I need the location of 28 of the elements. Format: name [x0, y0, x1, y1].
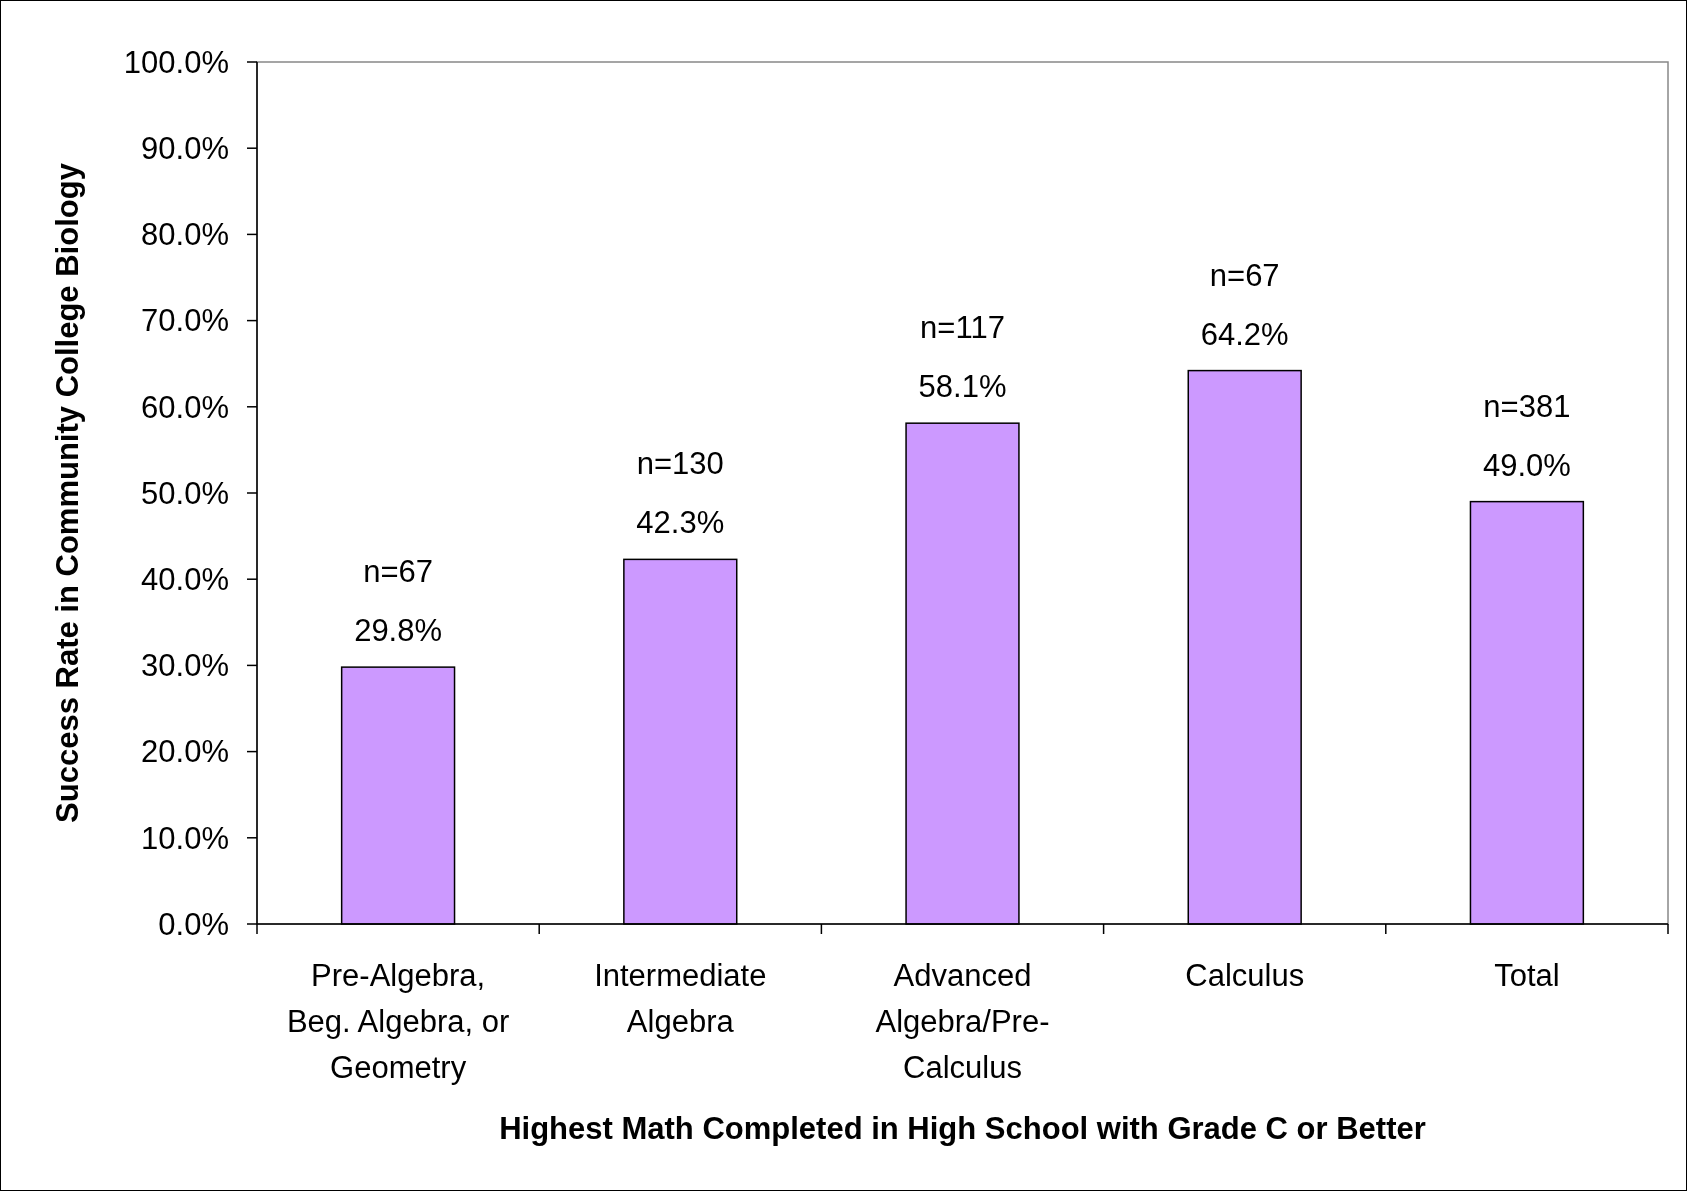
- y-tick-label: 20.0%: [141, 734, 229, 770]
- data-label: 64.2%: [1200, 316, 1289, 352]
- y-tick-label: 10.0%: [141, 820, 229, 856]
- x-tick-label: Calculus: [1185, 958, 1305, 993]
- data-label: 58.1%: [918, 369, 1007, 405]
- y-tick-label: 80.0%: [141, 217, 229, 253]
- annotation: n=67: [363, 554, 434, 590]
- annotation: n=67: [1209, 257, 1280, 293]
- x-tick-label: Total: [1494, 958, 1560, 993]
- y-tick-label: 50.0%: [141, 475, 229, 511]
- y-tick-label: 70.0%: [141, 303, 229, 339]
- y-axis-title: Success Rate in Community College Biology: [50, 162, 85, 823]
- x-axis-title: Highest Math Completed in High School with Grade C or Better: [499, 1111, 1426, 1146]
- x-tick-label: Pre-Algebra, Beg. Algebra, or Geometry: [286, 958, 510, 1085]
- y-tick-label: 0.0%: [158, 906, 229, 942]
- data-label: 42.3%: [636, 505, 725, 541]
- y-tick-label: 60.0%: [141, 389, 229, 425]
- x-tick-label: Intermediate Algebra: [594, 958, 767, 1039]
- y-tick-label: 40.0%: [141, 562, 229, 598]
- data-label: 29.8%: [354, 613, 443, 649]
- y-tick-label: 90.0%: [141, 131, 229, 167]
- annotation: n=117: [920, 310, 1005, 346]
- y-tick-label: 30.0%: [141, 648, 229, 684]
- data-label: 49.0%: [1482, 447, 1571, 483]
- y-tick-label: 100.0%: [123, 44, 229, 80]
- annotation: n=130: [636, 446, 724, 482]
- annotation: n=381: [1483, 388, 1571, 424]
- x-tick-label: Advanced Algebra/Pre-Calculus: [875, 958, 1050, 1085]
